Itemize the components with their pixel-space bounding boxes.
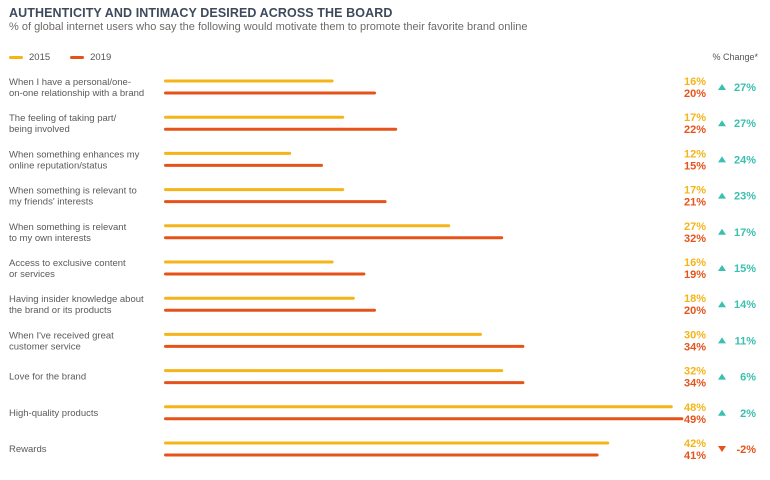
category-label: When I have a personal/one- (9, 77, 131, 88)
chart-title: AUTHENTICITY AND INTIMACY DESIRED ACROSS… (9, 6, 393, 20)
value-label-2015: 32% (684, 366, 706, 378)
bar-2015 (164, 115, 345, 119)
category-label: When something is relevant to (9, 186, 137, 197)
bar-2019 (164, 163, 323, 167)
value-label-2015: 17% (684, 185, 706, 197)
change-label: 11% (735, 335, 757, 347)
bar-2015 (164, 441, 610, 445)
bar-2015 (164, 151, 292, 155)
value-label-2019: 34% (684, 378, 706, 390)
legend-swatch-2019 (70, 56, 85, 59)
bar-2019 (164, 308, 376, 312)
category-label: When something enhances my (9, 149, 140, 160)
category-label: to my own interests (9, 233, 91, 244)
change-label: 24% (734, 154, 756, 166)
category-label: High-quality products (9, 408, 98, 419)
value-label-2015: 17% (684, 112, 706, 124)
bar-2015 (164, 332, 482, 336)
change-up-arrow-icon (718, 228, 726, 235)
change-up-arrow-icon (718, 84, 726, 90)
change-up-arrow-icon (718, 301, 726, 308)
category-label: my friends' interests (9, 197, 93, 208)
change-up-arrow-icon (718, 337, 726, 344)
bar-2019 (164, 236, 504, 240)
change-column-header: % Change* (712, 52, 758, 62)
category-label: being involved (9, 124, 70, 135)
value-label-2019: 32% (684, 233, 706, 245)
value-label-2019: 15% (684, 160, 706, 172)
legend-label-2015: 2015 (29, 52, 51, 63)
bar-2015 (164, 296, 355, 300)
category-label: on-one relationship with a brand (9, 88, 144, 99)
bar-2019 (164, 272, 366, 276)
change-label: 15% (734, 263, 756, 275)
bar-2019 (164, 91, 376, 95)
category-label: Rewards (9, 444, 47, 455)
bar-2015 (164, 79, 334, 83)
value-label-2015: 18% (684, 293, 706, 305)
category-label: Having insider knowledge about (9, 294, 144, 305)
value-label-2015: 16% (684, 257, 706, 269)
bar-2019 (164, 200, 387, 204)
bar-2015 (164, 369, 504, 373)
change-label: 2% (740, 408, 756, 420)
change-up-arrow-icon (718, 265, 726, 271)
change-label: 14% (734, 299, 756, 311)
category-label: When I've received great (9, 330, 114, 341)
bar-2015 (164, 188, 345, 192)
legend-item-2015: 2015 (9, 52, 50, 63)
change-up-arrow-icon (718, 192, 726, 199)
category-label: Access to exclusive content (9, 258, 126, 269)
change-label: -2% (736, 444, 756, 456)
legend-label-2019: 2019 (90, 52, 112, 63)
value-label-2015: 30% (684, 329, 706, 341)
value-label-2019: 20% (684, 305, 706, 317)
change-label: 6% (740, 372, 756, 384)
category-label: online reputation/status (9, 160, 107, 171)
value-label-2019: 49% (684, 414, 706, 426)
value-label-2015: 27% (684, 221, 706, 233)
bar-2019 (164, 344, 525, 348)
category-label: customer service (9, 341, 81, 352)
bar-2019 (164, 417, 684, 421)
value-label-2019: 20% (684, 88, 706, 100)
value-label-2019: 41% (684, 450, 706, 462)
category-label: the brand or its products (9, 305, 112, 316)
bar-2019 (164, 381, 525, 385)
value-label-2015: 48% (684, 402, 706, 414)
category-label: Love for the brand (9, 372, 86, 383)
change-up-arrow-icon (718, 156, 726, 163)
change-label: 27% (734, 118, 756, 130)
change-label: 27% (734, 82, 756, 94)
value-label-2019: 34% (684, 341, 706, 353)
change-up-arrow-icon (718, 120, 726, 127)
change-down-arrow-icon (718, 446, 726, 452)
change-label: 17% (734, 227, 756, 239)
bar-2015 (164, 405, 673, 409)
bar-2015 (164, 260, 334, 264)
change-up-arrow-icon (718, 373, 726, 380)
bar-2019 (164, 453, 599, 457)
value-label-2015: 42% (684, 438, 706, 450)
legend: 2015 2019 (9, 52, 131, 63)
legend-item-2019: 2019 (70, 52, 111, 63)
value-label-2015: 12% (684, 148, 706, 160)
category-label: or services (9, 269, 55, 280)
change-up-arrow-icon (718, 409, 726, 416)
value-label-2019: 22% (684, 124, 706, 136)
value-label-2015: 16% (684, 76, 706, 88)
bar-2015 (164, 224, 451, 228)
change-label: 23% (734, 191, 756, 203)
value-label-2019: 19% (684, 269, 706, 281)
chart-subtitle: % of global internet users who say the f… (9, 21, 528, 33)
category-label: When something is relevant (9, 222, 127, 233)
category-label: The feeling of taking part/ (9, 113, 117, 124)
bar-2019 (164, 127, 398, 131)
value-label-2019: 21% (684, 197, 706, 209)
legend-swatch-2015 (9, 56, 23, 59)
